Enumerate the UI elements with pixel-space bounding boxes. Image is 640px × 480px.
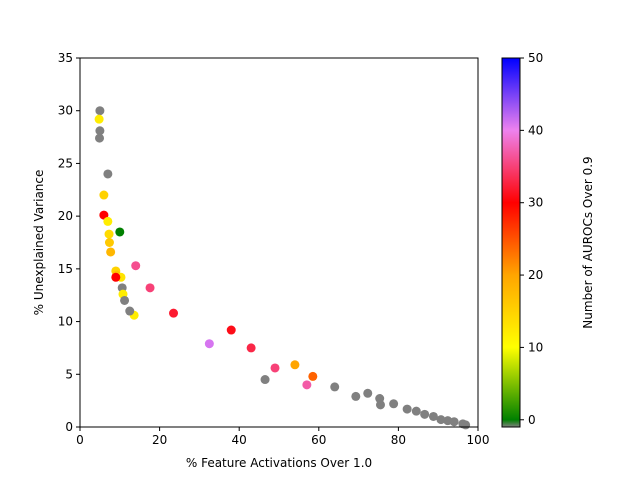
data-point <box>226 325 236 335</box>
data-point <box>246 343 256 353</box>
data-point <box>260 375 270 385</box>
data-point <box>106 247 116 257</box>
data-point <box>330 382 340 392</box>
plot-frame <box>79 57 479 428</box>
y-axis-ticks: 0 5 10 15 20 25 30 35 <box>58 51 80 434</box>
data-point <box>103 216 113 226</box>
data-point <box>145 283 155 293</box>
data-point <box>103 169 113 179</box>
data-point <box>449 417 459 427</box>
y-tick-label: 35 <box>58 51 73 65</box>
data-point <box>115 227 125 237</box>
colorbar-tick-label: 30 <box>528 196 543 210</box>
y-tick-label: 0 <box>65 420 73 434</box>
data-point <box>351 391 361 401</box>
data-point <box>204 339 214 349</box>
data-point <box>375 400 385 410</box>
x-axis-ticks: 0 20 40 60 80 100 <box>76 427 489 447</box>
data-point <box>389 399 399 409</box>
data-point <box>111 272 121 282</box>
x-tick-label: 80 <box>391 433 406 447</box>
data-point <box>104 238 114 247</box>
colorbar-tick-label: 50 <box>528 51 543 65</box>
data-point <box>461 420 471 430</box>
y-tick-label: 5 <box>65 367 73 381</box>
data-point <box>436 415 446 425</box>
x-axis-label: % Feature Activations Over 1.0 <box>186 456 372 470</box>
data-point <box>95 106 105 116</box>
data-point <box>402 404 412 414</box>
data-point <box>428 411 438 421</box>
x-tick-label: 100 <box>467 433 490 447</box>
colorbar-tick-label: 40 <box>528 123 543 137</box>
data-point <box>95 126 105 136</box>
data-point <box>94 114 104 124</box>
y-tick-label: 20 <box>58 209 73 223</box>
x-tick-label: 0 <box>76 433 84 447</box>
colorbar-tick-label: 20 <box>528 268 543 282</box>
data-point <box>131 261 141 271</box>
data-point <box>411 406 421 416</box>
data-point <box>270 363 280 373</box>
y-axis-label: % Unexplained Variance <box>32 170 46 316</box>
points-layer <box>94 106 471 430</box>
y-tick-label: 10 <box>58 315 73 329</box>
data-point <box>169 308 179 318</box>
x-tick-label: 20 <box>152 433 167 447</box>
colorbar-label: Number of AUROCs Over 0.9 <box>581 156 595 328</box>
data-point <box>120 295 130 305</box>
y-tick-label: 15 <box>58 262 73 276</box>
data-point <box>420 409 430 419</box>
data-point <box>99 190 109 200</box>
colorbar-tick-label: 10 <box>528 340 543 354</box>
data-point <box>363 388 373 398</box>
data-point <box>95 133 105 143</box>
data-point <box>302 380 312 390</box>
x-tick-label: 60 <box>311 433 326 447</box>
data-point <box>125 306 135 316</box>
y-tick-label: 25 <box>58 156 73 170</box>
data-point <box>290 360 300 370</box>
colorbar-tick-label: 0 <box>528 413 536 427</box>
colorbar <box>501 57 521 428</box>
data-point <box>104 229 114 239</box>
colorbar-ticks: 0 10 20 30 40 50 <box>520 51 543 427</box>
y-tick-label: 30 <box>58 104 73 118</box>
data-point <box>308 371 318 381</box>
x-tick-label: 40 <box>232 433 247 447</box>
